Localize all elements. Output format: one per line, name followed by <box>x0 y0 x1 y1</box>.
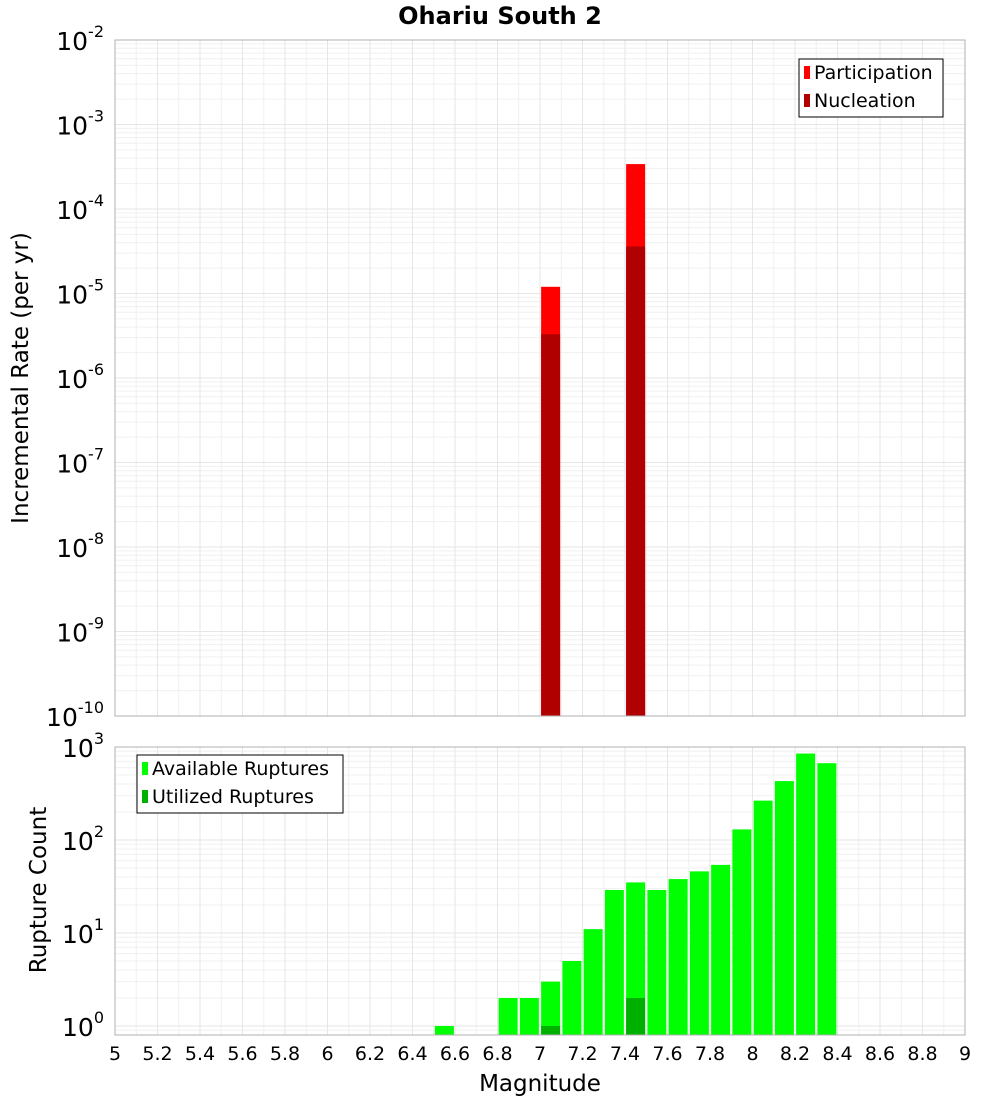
x-tick-label: 7.2 <box>567 1043 597 1065</box>
x-tick-label: 5.6 <box>227 1043 257 1065</box>
x-tick-label: 8.2 <box>780 1043 810 1065</box>
bar-available-ruptures <box>753 800 773 1035</box>
y-tick-label: 10-5 <box>56 276 104 310</box>
bar-available-ruptures <box>774 781 794 1035</box>
y-tick-label: 10-4 <box>56 191 104 225</box>
x-tick-label: 6.6 <box>440 1043 470 1065</box>
bar-available-ruptures <box>689 871 709 1035</box>
x-tick-label: 7 <box>534 1043 546 1065</box>
bar-available-ruptures <box>604 889 624 1035</box>
legend-swatch <box>142 762 148 775</box>
legend-label: Participation <box>814 62 933 84</box>
y-tick-label: 10-8 <box>56 529 104 563</box>
x-tick-label: 7.4 <box>610 1043 640 1065</box>
legend-label: Utilized Ruptures <box>152 786 314 808</box>
x-tick-label: 6.8 <box>482 1043 512 1065</box>
legend-label: Available Ruptures <box>152 758 329 780</box>
bar-available-ruptures <box>647 889 667 1035</box>
x-tick-label: 9 <box>959 1043 971 1065</box>
x-tick-label: 8.8 <box>907 1043 937 1065</box>
x-tick-label: 8.6 <box>865 1043 895 1065</box>
bar-available-ruptures <box>498 997 518 1035</box>
y-tick-label: 10-3 <box>56 107 104 141</box>
plot-frame <box>114 746 966 1036</box>
bar-overlay-nucleation <box>626 246 646 716</box>
x-tick-label: 8.4 <box>822 1043 852 1065</box>
bottom-y-axis-label: Rupture Count <box>26 807 52 973</box>
bar-available-ruptures <box>817 763 837 1035</box>
bar-overlay-utilized-ruptures <box>626 997 646 1035</box>
bar-available-ruptures <box>541 981 561 1035</box>
legend-swatch <box>142 790 148 803</box>
bar-available-ruptures <box>562 960 582 1035</box>
y-tick-label: 10-7 <box>56 445 104 479</box>
y-tick-label: 100 <box>62 1008 104 1042</box>
chart-title: Ohariu South 2 <box>398 2 602 30</box>
bar-overlay-nucleation <box>541 334 561 716</box>
legend-swatch <box>804 94 810 107</box>
legend-label: Nucleation <box>814 90 916 112</box>
y-tick-label: 10-6 <box>56 360 104 394</box>
x-tick-label: 8 <box>746 1043 758 1065</box>
y-tick-label: 102 <box>62 822 104 856</box>
top-y-axis-label: Incremental Rate (per yr) <box>8 232 34 524</box>
legend-box <box>798 58 944 118</box>
bar-available-ruptures <box>583 929 603 1035</box>
bar-available-ruptures <box>626 882 646 1035</box>
legend-box <box>136 754 344 814</box>
x-tick-label: 7.6 <box>652 1043 682 1065</box>
x-tick-label: 6.2 <box>355 1043 385 1065</box>
y-tick-label: 103 <box>62 729 104 763</box>
bar-available-ruptures <box>796 753 816 1035</box>
x-tick-label: 6 <box>321 1043 333 1065</box>
bar-available-ruptures <box>668 879 688 1035</box>
y-tick-label: 10-2 <box>56 22 104 56</box>
x-tick-label: 6.4 <box>397 1043 427 1065</box>
bar-available-ruptures <box>711 864 731 1035</box>
y-tick-label: 101 <box>62 915 104 949</box>
x-axis-label: Magnitude <box>479 1071 601 1097</box>
x-tick-label: 5.8 <box>270 1043 300 1065</box>
bar-overlay-utilized-ruptures <box>541 1025 561 1035</box>
x-tick-label: 5.4 <box>185 1043 215 1065</box>
y-tick-label: 10-10 <box>46 698 104 732</box>
x-tick-label: 7.8 <box>695 1043 725 1065</box>
x-tick-label: 5.2 <box>142 1043 172 1065</box>
x-tick-label: 5 <box>109 1043 121 1065</box>
y-tick-label: 10-9 <box>56 614 104 648</box>
legend-swatch <box>804 66 810 79</box>
bar-available-ruptures <box>732 829 752 1035</box>
bar-available-ruptures <box>519 997 539 1035</box>
plot-frame <box>114 39 966 717</box>
bar-available-ruptures <box>434 1025 454 1035</box>
